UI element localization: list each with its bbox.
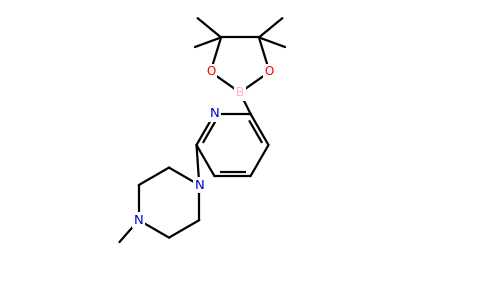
Text: O: O <box>206 65 215 78</box>
Text: B: B <box>236 86 244 99</box>
Text: N: N <box>210 107 219 120</box>
Text: O: O <box>265 65 274 78</box>
Text: N: N <box>195 178 204 192</box>
Text: N: N <box>134 214 144 226</box>
